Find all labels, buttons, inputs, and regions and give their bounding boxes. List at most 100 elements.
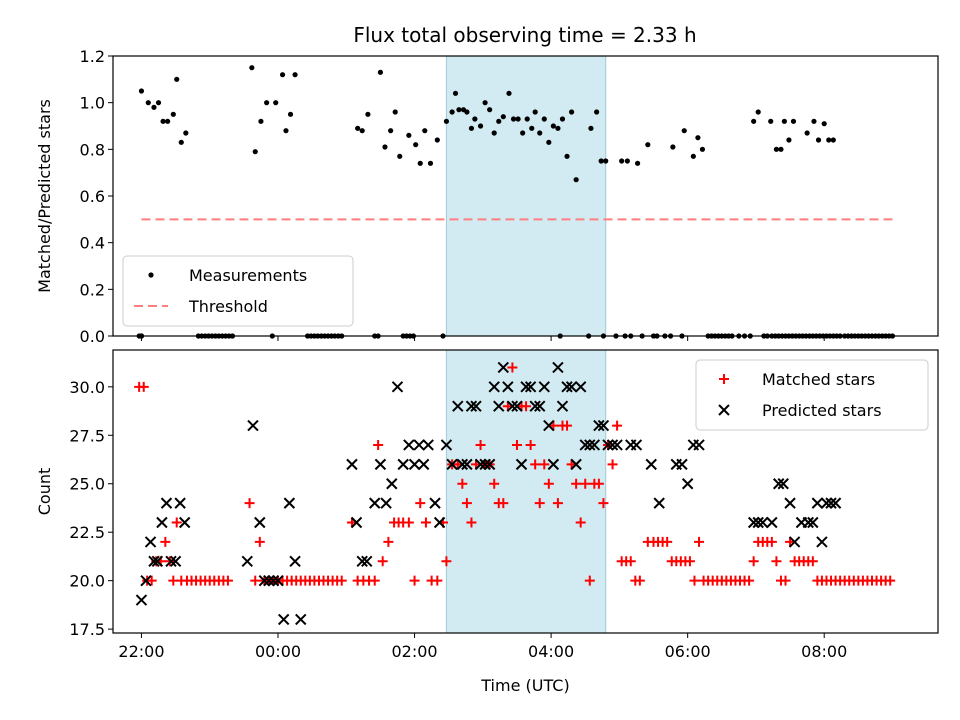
- predicted-stars-point: [374, 458, 387, 471]
- predicted-stars-point: [295, 613, 307, 626]
- measurements-point: [634, 160, 641, 166]
- chart-title: Flux total observing time = 2.33 h: [353, 23, 696, 47]
- matched-stars-point: [575, 517, 586, 528]
- measurements-point: [417, 160, 423, 166]
- predicted-stars-point: [825, 497, 837, 509]
- predicted-stars-point: [784, 497, 796, 509]
- measurements-point: [138, 88, 145, 94]
- predicted-stars-point: [440, 439, 453, 451]
- predicted-stars-point: [174, 497, 186, 509]
- measurements-point: [292, 72, 298, 78]
- measurements-point: [434, 137, 440, 143]
- matched-stars-point: [507, 362, 518, 373]
- predicted-stars-point: [574, 381, 587, 393]
- measurements-point: [603, 158, 609, 164]
- predicted-stars-point: [593, 419, 605, 432]
- measurements-point: [699, 146, 706, 152]
- predicted-stars-point: [446, 458, 458, 471]
- observing-window-span: [445, 349, 607, 634]
- measurements-point: [273, 100, 279, 106]
- matched-stars-point: [383, 536, 394, 547]
- predicted-stars-point: [403, 439, 415, 451]
- matched-stars-point: [539, 459, 550, 470]
- measurements-point: [690, 153, 696, 159]
- measurements-point: [283, 128, 289, 134]
- measurements-point: [279, 72, 286, 78]
- matched-stars-point: [584, 575, 595, 586]
- matched-stars-point: [336, 575, 347, 586]
- measurements-point: [178, 139, 184, 145]
- matched-stars-point: [552, 498, 563, 509]
- measurements-point: [790, 118, 797, 124]
- predicted-stars-point: [547, 458, 560, 471]
- predicted-stars-point: [653, 497, 665, 509]
- measurements-point: [510, 116, 517, 122]
- predicted-stars-point: [584, 439, 596, 451]
- measurements-point: [598, 158, 604, 164]
- predicted-stars-point: [408, 458, 421, 471]
- predicted-stars-point: [267, 574, 280, 587]
- measurements-point: [755, 109, 761, 115]
- predicted-stars-point: [816, 536, 828, 548]
- predicted-stars-point: [511, 400, 523, 412]
- predicted-stars-point: [752, 516, 764, 529]
- x-tick-label: 08:00: [801, 642, 847, 661]
- y-tick-label: 27.5: [69, 426, 105, 445]
- matched-stars-point: [432, 575, 443, 586]
- legend-box: [122, 255, 354, 327]
- predicted-stars-point: [524, 381, 537, 393]
- matched-stars-point: [420, 517, 431, 528]
- y-tick-label: 25.0: [69, 475, 105, 494]
- predicted-stars-point: [502, 381, 514, 393]
- measurements-point: [619, 158, 625, 164]
- predicted-stars-point: [456, 458, 469, 471]
- y-tick-label: 30.0: [69, 378, 105, 397]
- y-axis-label: Matched/Predicted stars: [35, 99, 54, 293]
- matched-stars-point: [498, 498, 509, 509]
- data-marks: [134, 361, 896, 626]
- measurements-point: [491, 130, 497, 136]
- matched-stars-point: [771, 556, 782, 567]
- legend: Matched stars Predicted stars: [695, 359, 929, 431]
- legend-label-threshold: Threshold: [188, 297, 268, 316]
- matched-stars-point: [521, 401, 532, 412]
- measurements-point: [695, 135, 701, 141]
- observing-window-span: [445, 55, 607, 337]
- y-tick-label: 0.6: [80, 187, 105, 206]
- predicted-stars-point: [369, 497, 381, 509]
- y-axis-label: Count: [35, 468, 54, 516]
- legend-label-predicted-stars: Predicted stars: [762, 401, 882, 420]
- axes-frame: [112, 349, 939, 634]
- measurements-point: [287, 111, 294, 117]
- predicted-stars-point: [429, 497, 441, 509]
- predicted-stars-point: [479, 458, 491, 471]
- predicted-stars-point: [556, 400, 569, 412]
- predicted-stars-point: [144, 536, 157, 548]
- lower-panel-count: 17.5 20.0 22.5 25.0 27.5 30.0 22:00 00:00 02:00 0…: [35, 349, 939, 695]
- matched-stars-point: [525, 439, 536, 450]
- matched-stars-point: [593, 478, 604, 489]
- measurements-point: [264, 100, 270, 106]
- matched-stars-point: [571, 478, 582, 489]
- measurements-point: [151, 104, 157, 110]
- legend-marker-measurements: [148, 272, 154, 278]
- predicted-stars-point: [497, 361, 510, 374]
- legend-marker-predicted-stars: [718, 404, 730, 416]
- measurements-point: [573, 177, 579, 183]
- predicted-stars-point: [529, 400, 541, 412]
- predicted-stars-point: [277, 613, 290, 626]
- measurements-point: [170, 111, 176, 117]
- measurements-point: [468, 125, 475, 131]
- measurements-point: [155, 100, 162, 106]
- predicted-stars-point: [350, 516, 363, 529]
- matched-stars-point: [489, 478, 500, 489]
- matched-stars-point: [403, 517, 414, 528]
- matched-stars-point: [534, 498, 545, 509]
- x-tick-label: 02:00: [391, 642, 437, 661]
- measurements-point: [427, 160, 434, 166]
- predicted-stars-point: [493, 400, 505, 412]
- matched-stars-point: [662, 536, 673, 547]
- measurements-point: [377, 69, 384, 75]
- matched-stars-point: [562, 420, 573, 431]
- matched-stars-point: [254, 536, 265, 547]
